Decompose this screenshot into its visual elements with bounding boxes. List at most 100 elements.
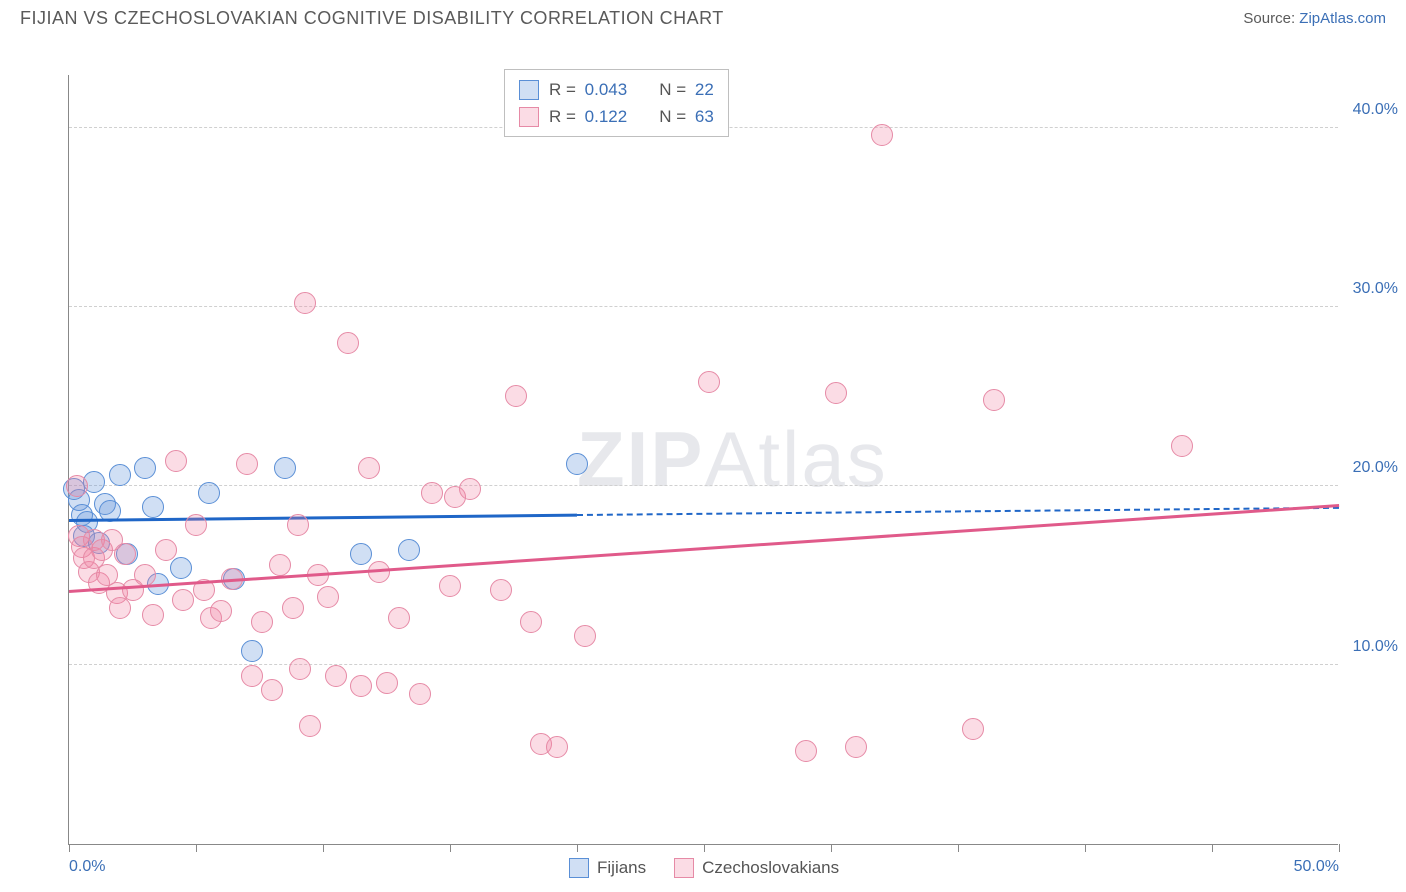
scatter-point xyxy=(287,514,309,536)
scatter-point xyxy=(241,665,263,687)
source-link[interactable]: ZipAtlas.com xyxy=(1299,10,1386,27)
scatter-point xyxy=(261,679,283,701)
watermark: ZIPAtlas xyxy=(577,414,888,505)
legend-r-value: 0.122 xyxy=(585,107,628,126)
scatter-point xyxy=(317,586,339,608)
legend-r-value: 0.043 xyxy=(585,80,628,99)
x-tick xyxy=(323,844,324,852)
scatter-point xyxy=(282,597,304,619)
x-tick xyxy=(704,844,705,852)
scatter-point xyxy=(251,611,273,633)
scatter-point xyxy=(170,557,192,579)
scatter-point xyxy=(350,675,372,697)
x-tick xyxy=(450,844,451,852)
scatter-point xyxy=(505,385,527,407)
scatter-point xyxy=(236,453,258,475)
scatter-point xyxy=(155,539,177,561)
x-tick xyxy=(1085,844,1086,852)
x-tick xyxy=(577,844,578,852)
scatter-point xyxy=(962,718,984,740)
scatter-point xyxy=(294,292,316,314)
legend-series-name: Czechoslovakians xyxy=(702,858,839,878)
legend-n-label: N = 22 xyxy=(659,76,714,103)
scatter-point xyxy=(165,450,187,472)
x-tick xyxy=(958,844,959,852)
scatter-point xyxy=(459,478,481,500)
scatter-point xyxy=(546,736,568,758)
scatter-point xyxy=(421,482,443,504)
y-tick-label: 40.0% xyxy=(1353,101,1398,119)
source-attribution: Source: ZipAtlas.com xyxy=(1243,10,1386,27)
x-tick xyxy=(196,844,197,852)
scatter-point xyxy=(845,736,867,758)
scatter-point xyxy=(269,554,291,576)
legend-series-name: Fijians xyxy=(597,858,646,878)
scatter-point xyxy=(198,482,220,504)
scatter-point xyxy=(289,658,311,680)
x-tick-label: 50.0% xyxy=(1294,858,1339,876)
gridline xyxy=(69,485,1338,486)
scatter-point xyxy=(134,564,156,586)
scatter-point xyxy=(210,600,232,622)
x-tick xyxy=(69,844,70,852)
correlation-legend: R = 0.043 N = 22 R = 0.122 N = 63 xyxy=(504,69,729,137)
x-tick xyxy=(1212,844,1213,852)
scatter-point xyxy=(274,457,296,479)
scatter-point xyxy=(142,496,164,518)
watermark-rest: Atlas xyxy=(704,415,887,503)
legend-row: R = 0.043 N = 22 xyxy=(519,76,714,103)
legend-r-label: R = 0.122 xyxy=(549,103,627,130)
scatter-point xyxy=(134,457,156,479)
scatter-point xyxy=(871,124,893,146)
scatter-point xyxy=(439,575,461,597)
x-tick xyxy=(831,844,832,852)
legend-swatch xyxy=(674,858,694,878)
scatter-point xyxy=(142,604,164,626)
scatter-point xyxy=(520,611,542,633)
scatter-point xyxy=(185,514,207,536)
scatter-point xyxy=(398,539,420,561)
scatter-point xyxy=(825,382,847,404)
legend-swatch xyxy=(519,107,539,127)
scatter-point xyxy=(983,389,1005,411)
legend-n-value: 22 xyxy=(695,80,714,99)
x-tick-label: 0.0% xyxy=(69,858,105,876)
series-legend: Fijians Czechoslovakians xyxy=(569,858,839,878)
y-tick-label: 10.0% xyxy=(1353,638,1398,656)
legend-row: R = 0.122 N = 63 xyxy=(519,103,714,130)
scatter-point xyxy=(114,543,136,565)
scatter-plot: ZIPAtlas 10.0%20.0%30.0%40.0%0.0%50.0%R … xyxy=(68,75,1338,845)
scatter-point xyxy=(241,640,263,662)
x-tick xyxy=(1339,844,1340,852)
y-tick-label: 20.0% xyxy=(1353,459,1398,477)
gridline xyxy=(69,306,1338,307)
scatter-point xyxy=(299,715,321,737)
scatter-point xyxy=(566,453,588,475)
scatter-point xyxy=(1171,435,1193,457)
legend-swatch xyxy=(519,80,539,100)
scatter-point xyxy=(109,464,131,486)
scatter-point xyxy=(172,589,194,611)
legend-swatch xyxy=(569,858,589,878)
legend-item: Fijians xyxy=(569,858,646,878)
scatter-point xyxy=(66,475,88,497)
scatter-point xyxy=(698,371,720,393)
scatter-point xyxy=(574,625,596,647)
source-prefix: Source: xyxy=(1243,10,1299,27)
scatter-point xyxy=(337,332,359,354)
gridline xyxy=(69,664,1338,665)
legend-item: Czechoslovakians xyxy=(674,858,839,878)
legend-r-label: R = 0.043 xyxy=(549,76,627,103)
legend-n-value: 63 xyxy=(695,107,714,126)
scatter-point xyxy=(388,607,410,629)
scatter-point xyxy=(358,457,380,479)
scatter-point xyxy=(325,665,347,687)
legend-n-label: N = 63 xyxy=(659,103,714,130)
scatter-point xyxy=(490,579,512,601)
page-title: FIJIAN VS CZECHOSLOVAKIAN COGNITIVE DISA… xyxy=(20,8,724,29)
scatter-point xyxy=(409,683,431,705)
y-tick-label: 30.0% xyxy=(1353,280,1398,298)
watermark-bold: ZIP xyxy=(577,415,704,503)
scatter-point xyxy=(376,672,398,694)
scatter-point xyxy=(350,543,372,565)
